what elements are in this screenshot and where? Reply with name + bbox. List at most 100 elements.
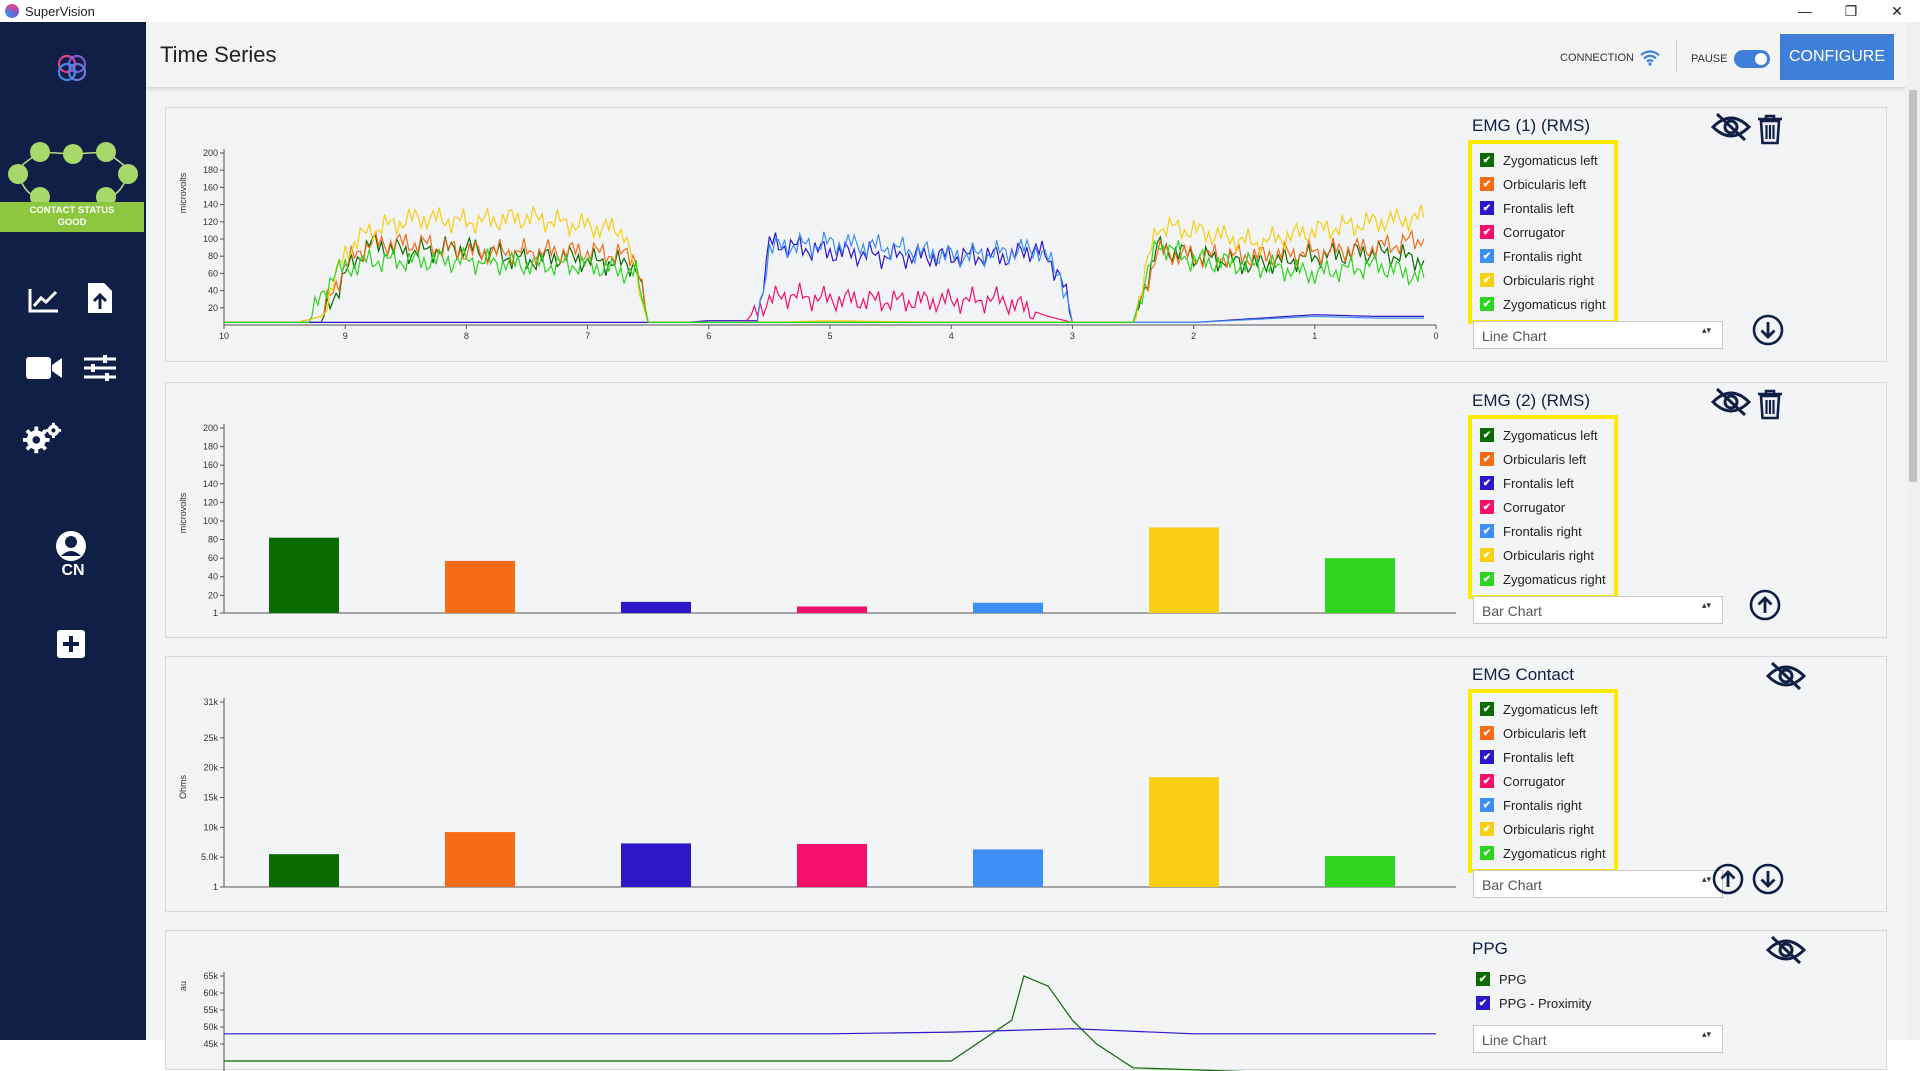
checkbox-checked-icon[interactable]: ✔ — [1476, 996, 1490, 1010]
arrow-down-circle-icon[interactable] — [1751, 862, 1785, 896]
legend-item[interactable]: ✔ Orbicularis right — [1480, 268, 1606, 292]
chart-line-icon[interactable] — [24, 280, 64, 320]
checkbox-checked-icon[interactable]: ✔ — [1480, 726, 1494, 740]
scrollbar-thumb[interactable] — [1909, 90, 1917, 482]
legend-item[interactable]: ✔ Corrugator — [1480, 495, 1606, 519]
checkbox-checked-icon[interactable]: ✔ — [1480, 428, 1494, 442]
y-tick-label: 160 — [203, 460, 218, 470]
sliders-icon[interactable] — [80, 348, 120, 388]
legend-item[interactable]: ✔ Orbicularis left — [1480, 721, 1606, 745]
brain-logo-icon[interactable] — [56, 52, 88, 84]
series-line — [224, 204, 1425, 323]
legend-item[interactable]: ✔ Zygomaticus left — [1480, 148, 1606, 172]
arrow-up-circle-icon[interactable] — [1711, 862, 1745, 896]
eye-slash-icon[interactable] — [1709, 385, 1753, 419]
eye-slash-icon[interactable] — [1764, 659, 1808, 693]
checkbox-checked-icon[interactable]: ✔ — [1480, 548, 1494, 562]
checkbox-checked-icon[interactable]: ✔ — [1480, 273, 1494, 287]
legend-item[interactable]: ✔ Frontalis left — [1480, 745, 1606, 769]
y-tick-label: 1 — [213, 608, 218, 618]
chart-type-select[interactable]: Line Chart — [1473, 321, 1723, 349]
legend-item[interactable]: ✔ Frontalis left — [1480, 196, 1606, 220]
x-tick-label: 5 — [827, 331, 832, 341]
page-scrollbar[interactable] — [1906, 22, 1920, 1040]
video-camera-icon[interactable] — [24, 348, 64, 388]
legend-item[interactable]: ✔ Zygomaticus left — [1480, 423, 1606, 447]
legend-item[interactable]: ✔ Orbicularis left — [1480, 447, 1606, 471]
y-tick-label: 140 — [203, 479, 218, 489]
legend-item[interactable]: ✔ Zygomaticus left — [1480, 697, 1606, 721]
legend-item[interactable]: ✔ Orbicularis right — [1480, 817, 1606, 841]
legend-item[interactable]: ✔ Frontalis right — [1480, 244, 1606, 268]
checkbox-checked-icon[interactable]: ✔ — [1480, 798, 1494, 812]
user-avatar-icon[interactable] — [53, 528, 89, 564]
y-axis-label: au — [178, 981, 188, 991]
pause-toggle[interactable] — [1734, 50, 1771, 68]
legend-label: Frontalis left — [1503, 475, 1574, 491]
checkbox-checked-icon[interactable]: ✔ — [1480, 177, 1494, 191]
legend-item[interactable]: ✔ PPG — [1476, 967, 1591, 991]
legend-item[interactable]: ✔ Orbicularis left — [1480, 172, 1606, 196]
add-icon[interactable] — [53, 626, 89, 662]
panel-emg-contact: 1 5.0k 10k 15k 20k 25k 31k Ohms EMG Contact ✔ Zy… — [165, 656, 1887, 912]
arrow-down-circle-icon[interactable] — [1751, 313, 1785, 347]
close-button[interactable]: ✕ — [1891, 2, 1903, 19]
legend-item[interactable]: ✔ Zygomaticus right — [1480, 567, 1606, 591]
chart-type-select[interactable]: Line Chart — [1473, 1025, 1723, 1053]
panel-title: EMG Contact — [1472, 665, 1575, 684]
arrow-up-circle-icon[interactable] — [1748, 588, 1782, 622]
checkbox-checked-icon[interactable]: ✔ — [1480, 297, 1494, 311]
chart-type-select[interactable]: Bar Chart — [1473, 596, 1723, 624]
restore-button[interactable]: ❐ — [1844, 2, 1858, 19]
checkbox-checked-icon[interactable]: ✔ — [1480, 750, 1494, 764]
legend-label: PPG - Proximity — [1499, 995, 1592, 1011]
x-tick-label: 0 — [1433, 331, 1438, 341]
eye-slash-icon[interactable] — [1764, 933, 1808, 967]
chart-type-select[interactable]: Bar Chart — [1473, 870, 1723, 898]
checkbox-checked-icon[interactable]: ✔ — [1480, 153, 1494, 167]
checkbox-checked-icon[interactable]: ✔ — [1480, 822, 1494, 836]
checkbox-checked-icon[interactable]: ✔ — [1480, 572, 1494, 586]
legend-item[interactable]: ✔ Corrugator — [1480, 769, 1606, 793]
panel-title: EMG (1) (RMS) — [1472, 116, 1591, 135]
x-tick-label: 3 — [1070, 331, 1075, 341]
checkbox-checked-icon[interactable]: ✔ — [1480, 846, 1494, 860]
checkbox-checked-icon[interactable]: ✔ — [1480, 452, 1494, 466]
legend-item[interactable]: ✔ Zygomaticus right — [1480, 841, 1606, 865]
legend-item[interactable]: ✔ Zygomaticus right — [1480, 292, 1606, 316]
trash-icon[interactable] — [1753, 387, 1787, 421]
checkbox-checked-icon[interactable]: ✔ — [1480, 500, 1494, 514]
checkbox-checked-icon[interactable]: ✔ — [1480, 524, 1494, 538]
checkbox-checked-icon[interactable]: ✔ — [1480, 702, 1494, 716]
pause-label: PAUSE — [1691, 53, 1728, 65]
legend-item[interactable]: ✔ Corrugator — [1480, 220, 1606, 244]
file-upload-icon[interactable] — [80, 278, 120, 318]
checkbox-checked-icon[interactable]: ✔ — [1480, 476, 1494, 490]
panel-title: PPG — [1472, 939, 1508, 958]
y-tick-label: 40 — [208, 286, 218, 296]
configure-button[interactable]: CONFIGURE — [1780, 34, 1894, 80]
gears-icon[interactable] — [22, 418, 62, 458]
checkbox-checked-icon[interactable]: ✔ — [1480, 774, 1494, 788]
bar — [1325, 558, 1395, 613]
checkbox-checked-icon[interactable]: ✔ — [1480, 201, 1494, 215]
checkbox-checked-icon[interactable]: ✔ — [1480, 249, 1494, 263]
checkbox-checked-icon[interactable]: ✔ — [1480, 225, 1494, 239]
eye-slash-icon[interactable] — [1709, 110, 1753, 144]
bar — [973, 602, 1043, 613]
legend-item[interactable]: ✔ PPG - Proximity — [1476, 991, 1591, 1015]
y-tick-label: 180 — [203, 165, 218, 175]
legend-item[interactable]: ✔ Orbicularis right — [1480, 543, 1606, 567]
legend-item[interactable]: ✔ Frontalis right — [1480, 793, 1606, 817]
legend-item[interactable]: ✔ Frontalis left — [1480, 471, 1606, 495]
contact-status-badge: CONTACT STATUS GOOD — [0, 202, 144, 232]
trash-icon[interactable] — [1753, 112, 1787, 146]
y-tick-label: 55k — [203, 1005, 218, 1015]
legend-item[interactable]: ✔ Frontalis right — [1480, 519, 1606, 543]
minimize-button[interactable]: — — [1798, 3, 1812, 19]
legend-label: Orbicularis right — [1503, 547, 1595, 563]
checkbox-checked-icon[interactable]: ✔ — [1476, 972, 1490, 986]
legend-label: Orbicularis right — [1503, 272, 1595, 288]
bar — [1149, 777, 1219, 887]
legend-label: Zygomaticus left — [1503, 152, 1598, 168]
